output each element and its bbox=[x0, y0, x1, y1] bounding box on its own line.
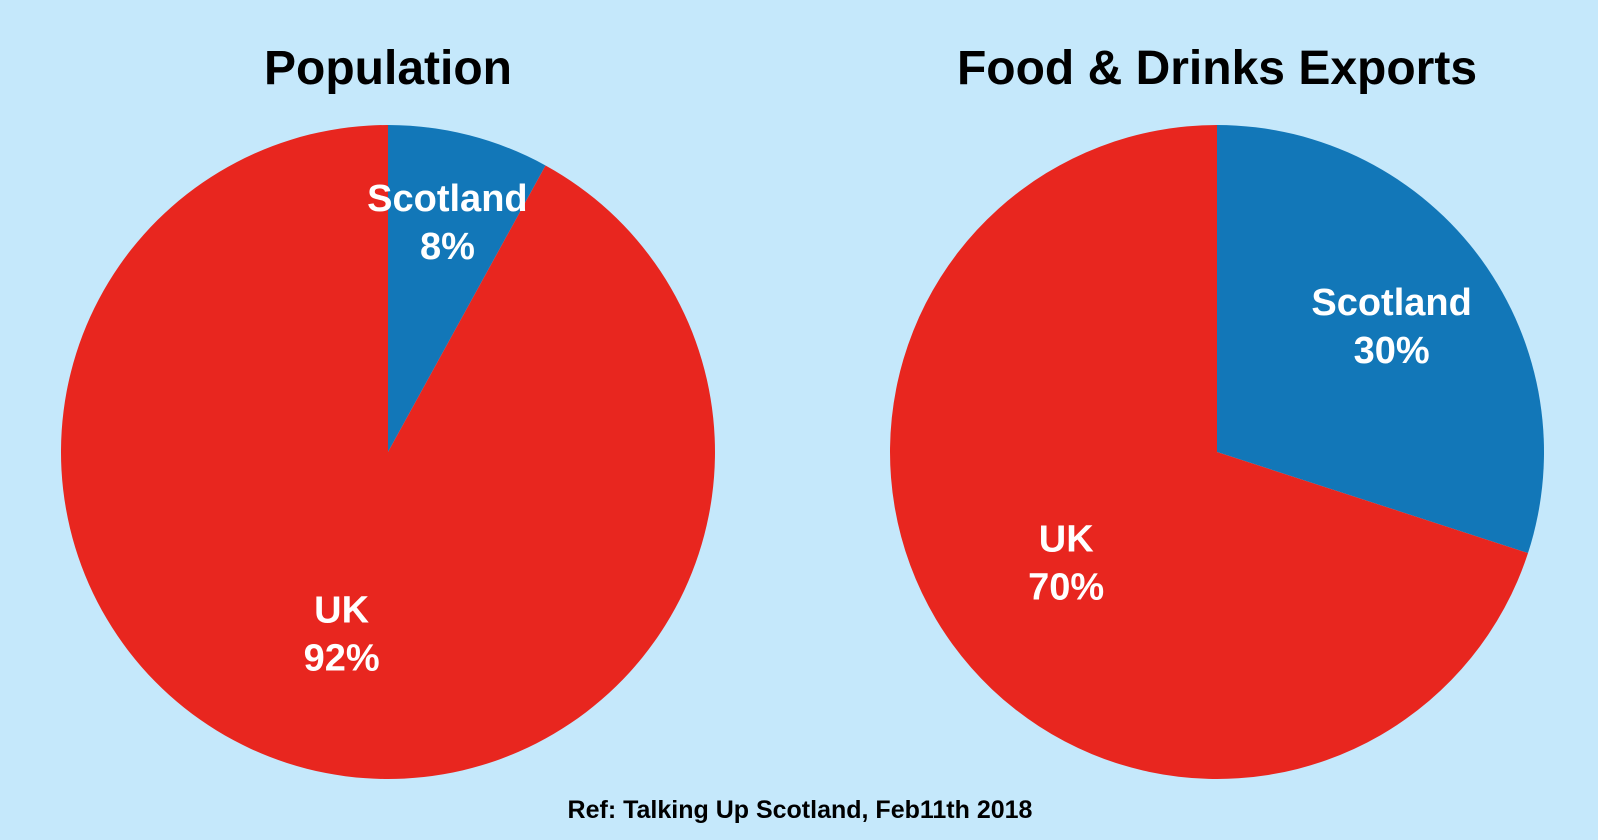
exports-slice-uk bbox=[890, 125, 1528, 779]
reference-caption: Ref: Talking Up Scotland, Feb11th 2018 bbox=[568, 796, 1033, 824]
exports-slice-scotland bbox=[1217, 125, 1545, 554]
exports-pie-chart: Food & Drinks Exports Scotland 30% UK 70% bbox=[890, 42, 1545, 779]
population-slice-value-uk: 92% bbox=[304, 638, 380, 680]
exports-slice-label-uk: UK 70% bbox=[1028, 519, 1104, 609]
population-slice-label-uk: UK 92% bbox=[304, 590, 380, 680]
population-pie-slices bbox=[60, 125, 715, 780]
exports-pie-labels: Scotland 30% UK 70% bbox=[1028, 282, 1472, 608]
exports-pie-slices bbox=[890, 125, 1545, 779]
population-chart-title: Population bbox=[264, 42, 512, 95]
exports-slice-label-scotland: Scotland 30% bbox=[1311, 282, 1471, 372]
population-slice-label-scotland: Scotland 8% bbox=[367, 178, 527, 268]
exports-chart-title: Food & Drinks Exports bbox=[957, 42, 1477, 95]
population-slice-uk bbox=[60, 125, 715, 780]
exports-slice-value-scotland: 30% bbox=[1354, 330, 1430, 372]
exports-slice-name-uk: UK bbox=[1039, 519, 1094, 561]
exports-slice-name-scotland: Scotland bbox=[1311, 282, 1471, 324]
population-pie-labels: Scotland 8% UK 92% bbox=[304, 178, 528, 680]
population-pie-chart: Population Scotland 8% UK 92% bbox=[60, 42, 715, 780]
exports-slice-value-uk: 70% bbox=[1028, 567, 1104, 609]
population-slice-name-scotland: Scotland bbox=[367, 178, 527, 220]
population-slice-value-scotland: 8% bbox=[420, 226, 475, 268]
population-slice-name-uk: UK bbox=[314, 590, 369, 632]
population-slice-scotland bbox=[388, 125, 546, 452]
